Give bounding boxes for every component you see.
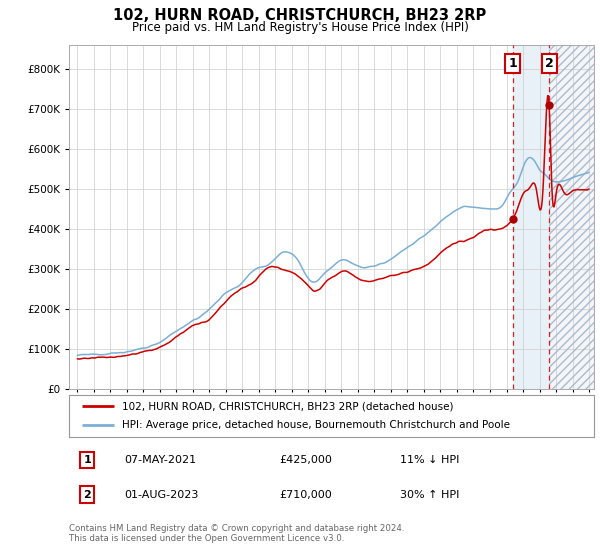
Bar	[549, 45, 594, 389]
Text: 07-MAY-2021: 07-MAY-2021	[124, 455, 196, 465]
Text: £425,000: £425,000	[279, 455, 332, 465]
Text: 30% ↑ HPI: 30% ↑ HPI	[400, 489, 459, 500]
Text: 1: 1	[508, 57, 517, 70]
Text: 2: 2	[545, 57, 553, 70]
Text: Contains HM Land Registry data © Crown copyright and database right 2024.
This d: Contains HM Land Registry data © Crown c…	[69, 524, 404, 543]
Text: 2: 2	[83, 489, 91, 500]
Text: 102, HURN ROAD, CHRISTCHURCH, BH23 2RP (detached house): 102, HURN ROAD, CHRISTCHURCH, BH23 2RP (…	[121, 401, 453, 411]
Bar	[549, 45, 594, 389]
Text: 102, HURN ROAD, CHRISTCHURCH, BH23 2RP: 102, HURN ROAD, CHRISTCHURCH, BH23 2RP	[113, 8, 487, 24]
Text: £710,000: £710,000	[279, 489, 332, 500]
Bar	[512, 45, 549, 389]
Text: Price paid vs. HM Land Registry's House Price Index (HPI): Price paid vs. HM Land Registry's House …	[131, 21, 469, 34]
Text: 01-AUG-2023: 01-AUG-2023	[124, 489, 199, 500]
Text: HPI: Average price, detached house, Bournemouth Christchurch and Poole: HPI: Average price, detached house, Bour…	[121, 421, 509, 431]
Text: 11% ↓ HPI: 11% ↓ HPI	[400, 455, 459, 465]
Text: 1: 1	[83, 455, 91, 465]
